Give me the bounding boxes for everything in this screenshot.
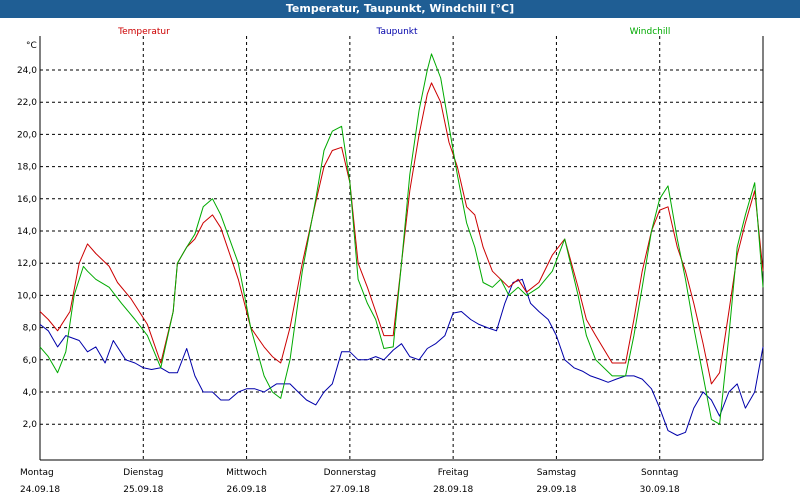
y-tick-label: 20,0 [17, 130, 37, 140]
legend: Temperatur Taupunkt Windchill [117, 27, 670, 37]
y-tick-label: 6,0 [23, 356, 38, 366]
day-date-label: 25.09.18 [123, 485, 163, 495]
legend-temperature: Temperatur [117, 27, 170, 37]
data-series [39, 53, 764, 436]
day-date-label: 26.09.18 [227, 485, 267, 495]
grid-lines [40, 36, 763, 460]
y-tick-label: 4,0 [23, 388, 38, 398]
day-date-label: 24.09.18 [20, 485, 60, 495]
series-line-1 [39, 278, 764, 436]
day-date-label: 28.09.18 [433, 485, 473, 495]
day-name-label: Samstag [537, 468, 576, 478]
legend-dewpoint: Taupunkt [375, 27, 418, 37]
y-tick-label: 12,0 [17, 259, 37, 269]
y-tick-label: 24,0 [17, 66, 37, 76]
plot-frame [39, 36, 764, 461]
y-tick-label: 14,0 [17, 227, 37, 237]
y-tick-label: 8,0 [23, 324, 38, 334]
legend-windchill: Windchill [630, 27, 671, 37]
y-tick-label: 2,0 [23, 420, 38, 430]
y-tick-label: 18,0 [17, 163, 37, 173]
day-name-label: Mittwoch [226, 468, 267, 478]
y-tick-label: 16,0 [17, 195, 37, 205]
day-date-label: 29.09.18 [536, 485, 576, 495]
day-name-label: Freitag [438, 468, 469, 478]
day-name-label: Dienstag [123, 468, 163, 478]
day-date-label: 27.09.18 [330, 485, 370, 495]
y-tick-labels: 2,0 4,0 6,0 8,0 10,0 12,0 14,0 16,0 18,0 20,0 22,0… [17, 66, 37, 430]
day-name-label: Montag [20, 468, 54, 478]
weather-chart: 2,0 4,0 6,0 8,0 10,0 12,0 14,0 16,0 18,0 20,0 22,0… [17, 27, 764, 495]
series-line-2 [39, 53, 764, 425]
day-name-label: Sonntag [641, 468, 678, 478]
x-day-labels: Montag 24.09.18 Dienstag 25.09.18 Mittwoch 26… [20, 468, 680, 495]
y-tick-label: 10,0 [17, 291, 37, 301]
window-title: Temperatur, Taupunkt, Windchill [°C] [0, 0, 800, 18]
y-axis-unit-label: °C [26, 41, 37, 51]
day-name-label: Donnerstag [324, 468, 377, 478]
day-date-label: 30.09.18 [640, 485, 680, 495]
y-tick-label: 22,0 [17, 98, 37, 108]
